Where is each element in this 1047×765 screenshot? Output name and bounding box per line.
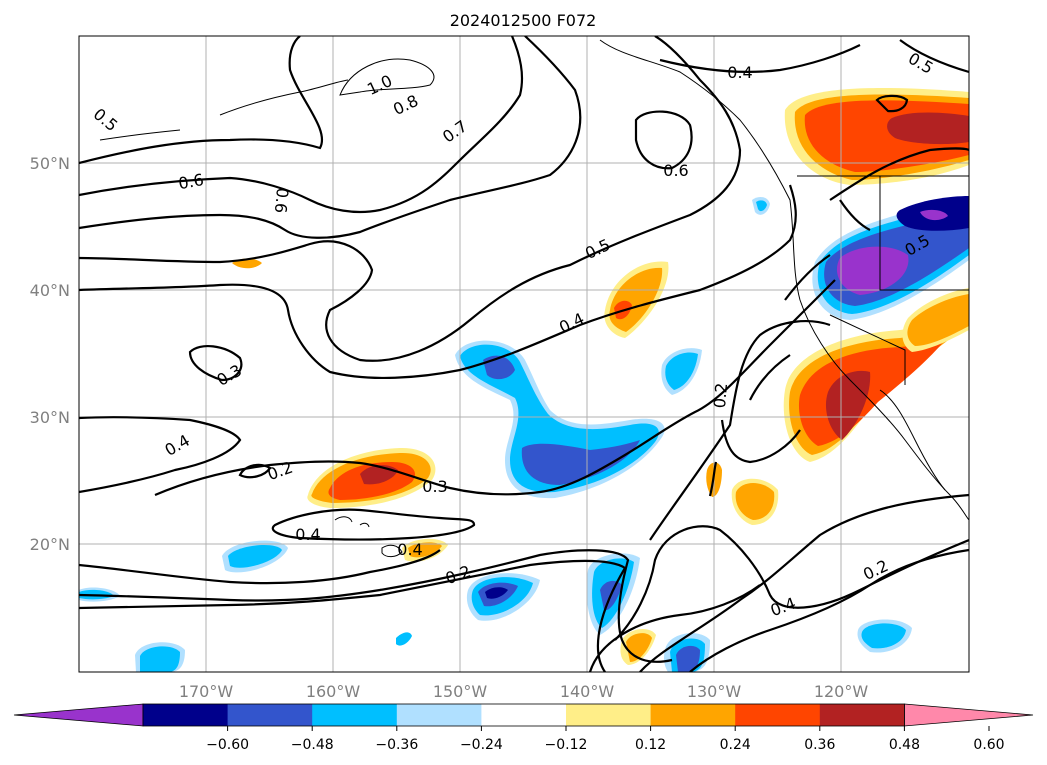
colorbar-extend-max — [904, 703, 1034, 727]
colorbar-frame — [142, 703, 905, 727]
positive-anomaly-region — [735, 483, 775, 520]
contour-line — [875, 94, 909, 113]
colorbar-segment — [227, 704, 313, 726]
lat-label: 20°N — [30, 535, 70, 554]
contour-line — [79, 549, 441, 585]
colorbar-tick-label: −0.36 — [375, 737, 418, 753]
colorbar: −0.60 −0.48 −0.36 −0.24 −0.12 0.12 0.24 0.36 0.4… — [13, 703, 1034, 753]
contour-label: 0.6 — [177, 170, 205, 193]
colorbar-tick-label: −0.60 — [206, 737, 249, 753]
contour-line — [79, 559, 627, 672]
contour-line — [839, 199, 871, 231]
lat-label: 40°N — [30, 281, 70, 300]
contour-lines — [79, 36, 969, 672]
negative-anomaly-region — [756, 200, 767, 212]
colorbar-segment — [143, 704, 229, 726]
contour-line — [689, 548, 969, 672]
colorbar-tick-label: 0.24 — [720, 737, 751, 753]
contour-line — [649, 320, 831, 541]
colorbar-segment — [566, 704, 652, 726]
negative-anomaly-region — [521, 440, 640, 485]
colorbar-extend-min — [13, 703, 144, 727]
contour-label: 0.4 — [295, 525, 320, 544]
contour-line — [708, 461, 718, 497]
contour-line — [639, 493, 969, 672]
colorbar-segment — [650, 704, 736, 726]
negative-anomaly-region — [228, 545, 282, 568]
contour-line — [154, 279, 836, 497]
contour-line — [79, 36, 582, 239]
colorbar-tick-label: −0.24 — [460, 737, 503, 753]
colorbar-segment — [396, 704, 482, 726]
negative-anomaly-region — [665, 352, 698, 390]
colorbar-segment — [735, 704, 821, 726]
map-frame — [78, 35, 970, 673]
positive-anomaly-region — [887, 112, 969, 145]
colorbar-tick-label: −0.12 — [545, 737, 588, 753]
lon-label: 140°W — [560, 682, 615, 701]
latitude-labels: 50°N 40°N 30°N 20°N — [30, 154, 70, 554]
negative-anomaly-region — [836, 246, 909, 295]
contour-line — [79, 416, 242, 494]
negative-anomaly-region — [485, 587, 508, 599]
lon-label: 120°W — [814, 682, 869, 701]
lon-label: 170°W — [179, 682, 234, 701]
colorbar-segment — [312, 704, 398, 726]
contour-line — [588, 584, 761, 672]
contour-line — [659, 44, 861, 74]
negative-anomaly-region — [676, 645, 700, 672]
contour-line — [79, 549, 673, 663]
negative-anomaly-region — [861, 623, 906, 649]
lon-label: 150°W — [433, 682, 488, 701]
negative-anomaly-region — [140, 646, 180, 672]
contour-label: 0.6 — [271, 187, 292, 214]
positive-anomaly-region — [825, 370, 871, 440]
contour-line — [79, 36, 742, 362]
colorbar-tick-label: 0.48 — [889, 737, 920, 753]
contour-label: 0.2 — [710, 382, 731, 409]
contour-line — [720, 419, 801, 464]
contour-line — [79, 184, 797, 380]
lon-label: 160°W — [306, 682, 361, 701]
contour-line — [634, 110, 693, 170]
contour-line — [829, 147, 969, 201]
colorbar-segment — [481, 704, 567, 726]
contour-line — [79, 36, 524, 214]
negative-anomaly-region — [920, 209, 948, 221]
contour-line — [899, 39, 969, 74]
lat-label: 50°N — [30, 154, 70, 173]
contour-line — [188, 344, 243, 382]
negative-anomaly-region — [396, 632, 412, 646]
contour-label: 0.6 — [663, 161, 688, 180]
contour-label: 0.3 — [422, 477, 447, 496]
positive-anomaly-region — [907, 294, 969, 346]
contour-label: 0.4 — [727, 63, 752, 82]
colorbar-tick-label: −0.48 — [291, 737, 334, 753]
longitude-labels: 170°W 160°W 150°W 140°W 130°W 120°W — [179, 682, 869, 701]
graticule — [79, 36, 969, 672]
contour-line — [271, 508, 476, 541]
colorbar-tick-label: 0.12 — [635, 737, 666, 753]
lon-label: 130°W — [687, 682, 742, 701]
contour-label: 0.4 — [397, 540, 422, 559]
lat-label: 30°N — [30, 408, 70, 427]
map-area: 0.5 1.0 0.8 0.7 0.6 0.6 0.6 0.4 0.5 0.5 … — [79, 36, 969, 672]
contour-line — [238, 463, 272, 479]
map-title: 2024012500 F072 — [450, 11, 597, 30]
colorbar-tick-label: 0.60 — [973, 737, 1004, 753]
positive-anomaly-region — [408, 542, 442, 558]
colorbar-segment — [819, 704, 905, 726]
contour-line — [79, 36, 323, 165]
contour-line — [784, 254, 831, 301]
colorbar-tick-label: 0.36 — [804, 737, 835, 753]
contour-line — [749, 354, 791, 401]
